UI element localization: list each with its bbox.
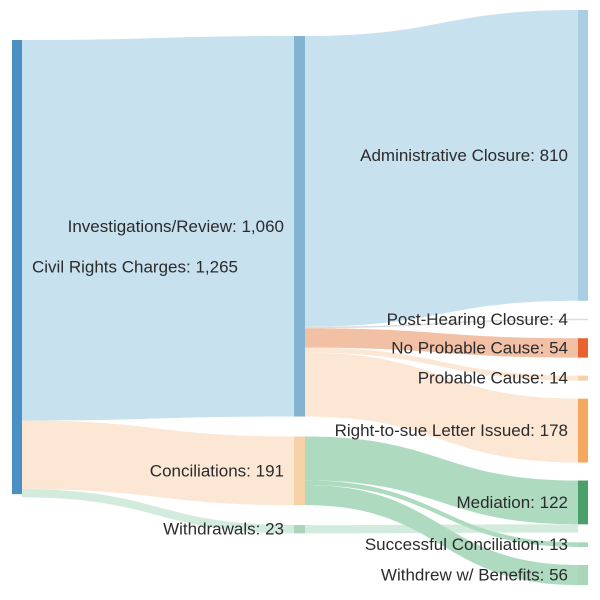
- svg-text:Conciliations: 191: Conciliations: 191: [150, 461, 284, 480]
- svg-text:Right-to-sue Letter Issued: 17: Right-to-sue Letter Issued: 178: [335, 421, 568, 440]
- svg-text:Successful Conciliation: 13: Successful Conciliation: 13: [365, 535, 568, 554]
- svg-text:Probable Cause: 14: Probable Cause: 14: [418, 369, 568, 388]
- svg-text:Post-Hearing Closure: 4: Post-Hearing Closure: 4: [387, 310, 568, 329]
- svg-text:Civil Rights Charges: 1,265: Civil Rights Charges: 1,265: [32, 258, 238, 277]
- svg-text:Administrative Closure: 810: Administrative Closure: 810: [360, 146, 568, 165]
- svg-text:Mediation: 122: Mediation: 122: [456, 493, 568, 512]
- svg-text:Withdrew w/ Benefits: 56: Withdrew w/ Benefits: 56: [381, 566, 568, 585]
- svg-text:Investigations/Review: 1,060: Investigations/Review: 1,060: [68, 217, 284, 236]
- svg-text:No Probable Cause: 54: No Probable Cause: 54: [391, 338, 568, 357]
- svg-text:Withdrawals: 23: Withdrawals: 23: [163, 520, 284, 539]
